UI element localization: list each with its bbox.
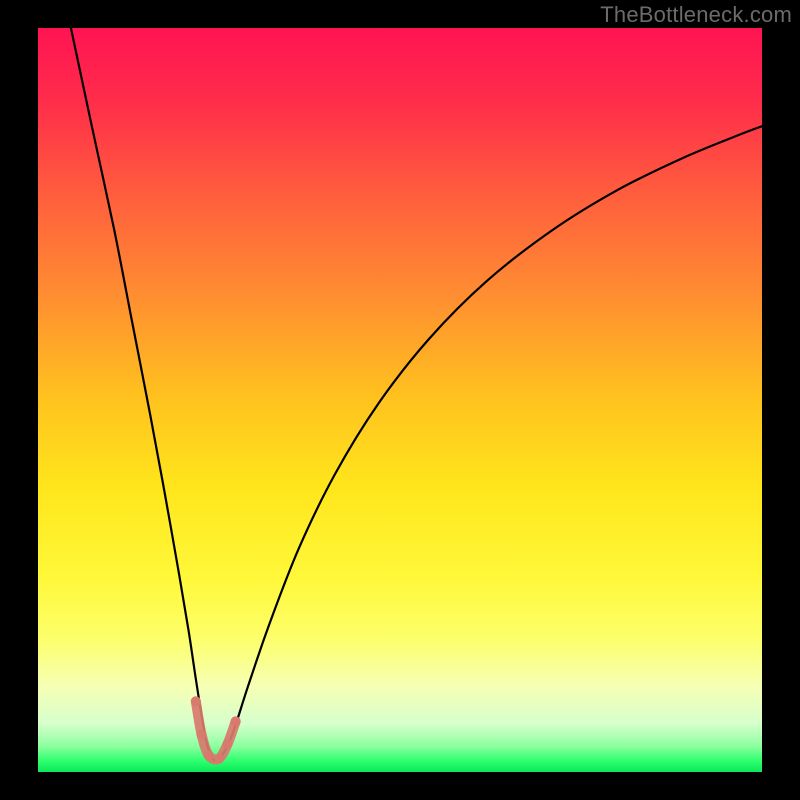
sweet-spot-marker-dot bbox=[223, 739, 233, 749]
chart-canvas bbox=[0, 0, 800, 800]
sweet-spot-marker-dot bbox=[204, 751, 214, 761]
sweet-spot-marker-dot bbox=[191, 696, 201, 706]
sweet-spot-marker-dot bbox=[214, 754, 224, 764]
figure-root: TheBottleneck.com bbox=[0, 0, 800, 800]
sweet-spot-marker-dot bbox=[231, 716, 241, 726]
watermark-label: TheBottleneck.com bbox=[600, 2, 792, 28]
sweet-spot-marker-dot bbox=[197, 730, 207, 740]
